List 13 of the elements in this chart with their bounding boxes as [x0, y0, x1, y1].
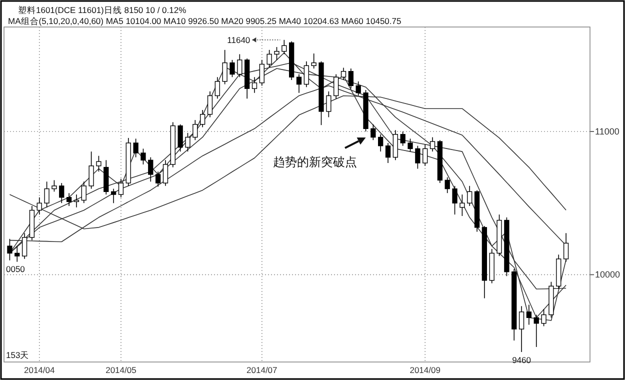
annotation: 9460 [512, 354, 532, 365]
x-tick-label: 2014/07 [246, 365, 278, 375]
x-tick-label: 2014/09 [410, 365, 441, 375]
chart-title: 塑料1601(DCE 11601)日线 8150 10 / 0.12% [18, 5, 187, 15]
x-tick-label: 2014/04 [24, 365, 56, 375]
x-tick-label: 2014/05 [106, 365, 137, 375]
annotation: 11640 [227, 34, 250, 45]
annotation: 趋势的新突破点 [273, 155, 357, 169]
annotation: 0050 [6, 264, 26, 274]
annotation: 153天 [6, 350, 30, 360]
y-tick-label: 10000 [595, 270, 620, 280]
chart-subtitle: MA组合(5,10,20,0,40,60) MA5 10104.00 MA10 9926.50 MA20 9905.25 MA40 10204.63 MA60 10450.75 [8, 16, 402, 26]
y-tick-label: 11000 [595, 126, 620, 137]
